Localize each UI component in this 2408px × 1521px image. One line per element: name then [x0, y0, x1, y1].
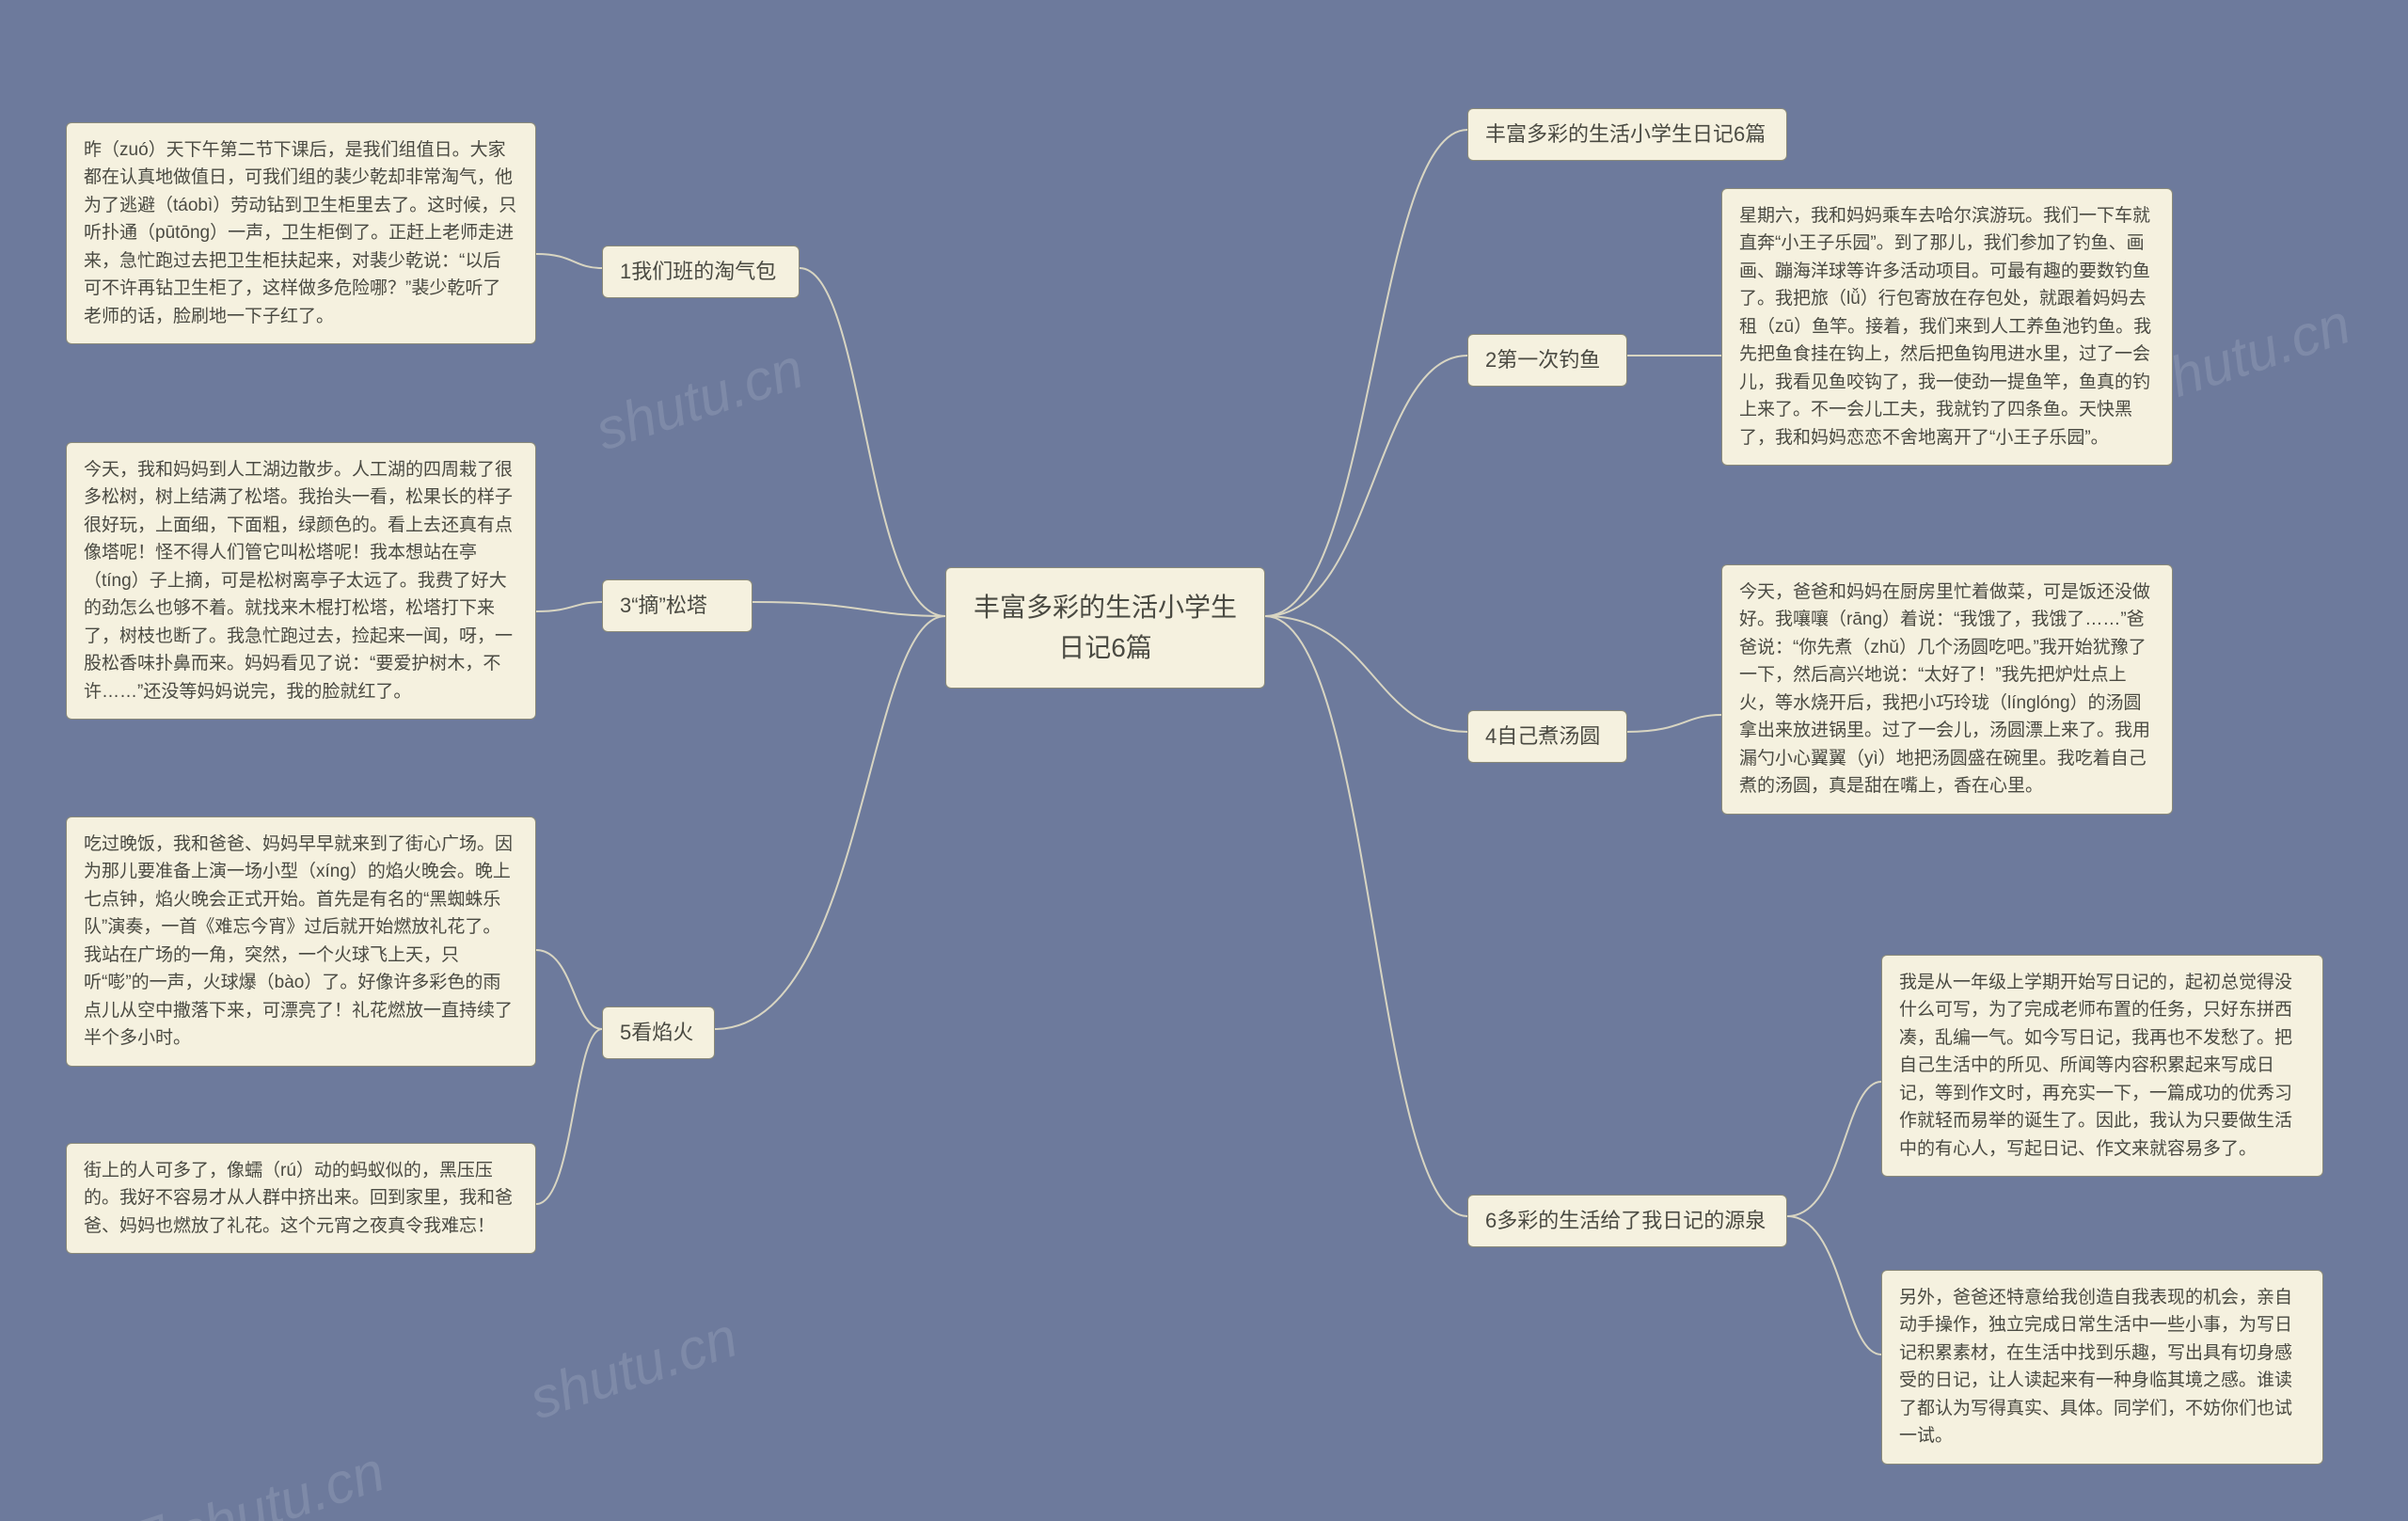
center-node: 丰富多彩的生活小学生日记6篇 [945, 567, 1265, 689]
branch-6: 6多彩的生活给了我日记的源泉 [1467, 1195, 1787, 1247]
leaf-4-1: 今天，爸爸和妈妈在厨房里忙着做菜，可是饭还没做好。我嚷嚷（rāng）着说：“我饿… [1721, 564, 2173, 815]
leaf-2-1: 星期六，我和妈妈乘车去哈尔滨游玩。我们一下车就直奔“小王子乐园”。到了那儿，我们… [1721, 188, 2173, 466]
branch-4: 4自己煮汤圆 [1467, 710, 1627, 763]
leaf-3-1: 今天，我和妈妈到人工湖边散步。人工湖的四周栽了很多松树，树上结满了松塔。我抬头一… [66, 442, 536, 720]
branch-1: 1我们班的淘气包 [602, 246, 800, 298]
mindmap-canvas: shutu.cn 树图 shutu.cn shutu.cn 树图 shutu.c… [0, 0, 2408, 1521]
leaf-6-2: 另外，爸爸还特意给我创造自我表现的机会，亲自动手操作，独立完成日常生活中一些小事… [1881, 1270, 2323, 1465]
branch-2: 2第一次钓鱼 [1467, 334, 1627, 387]
branch-title-repeat: 丰富多彩的生活小学生日记6篇 [1467, 108, 1787, 161]
branch-5: 5看焰火 [602, 1006, 715, 1059]
leaf-6-1: 我是从一年级上学期开始写日记的，起初总觉得没什么可写，为了完成老师布置的任务，只… [1881, 955, 2323, 1177]
branch-3: 3“摘”松塔 [602, 579, 752, 632]
watermark: shutu.cn [522, 1305, 745, 1433]
leaf-1-1: 昨（zuó）天下午第二节下课后，是我们组值日。大家都在认真地做值日，可我们组的裴… [66, 122, 536, 344]
leaf-5-1: 吃过晚饭，我和爸爸、妈妈早早就来到了街心广场。因为那儿要准备上演一场小型（xín… [66, 816, 536, 1067]
watermark: shutu.cn [588, 336, 811, 464]
leaf-5-2: 街上的人可多了，像蠕（rú）动的蚂蚁似的，黑压压的。我好不容易才从人群中挤出来。… [66, 1143, 536, 1254]
watermark: 树图 shutu.cn [42, 1426, 393, 1521]
